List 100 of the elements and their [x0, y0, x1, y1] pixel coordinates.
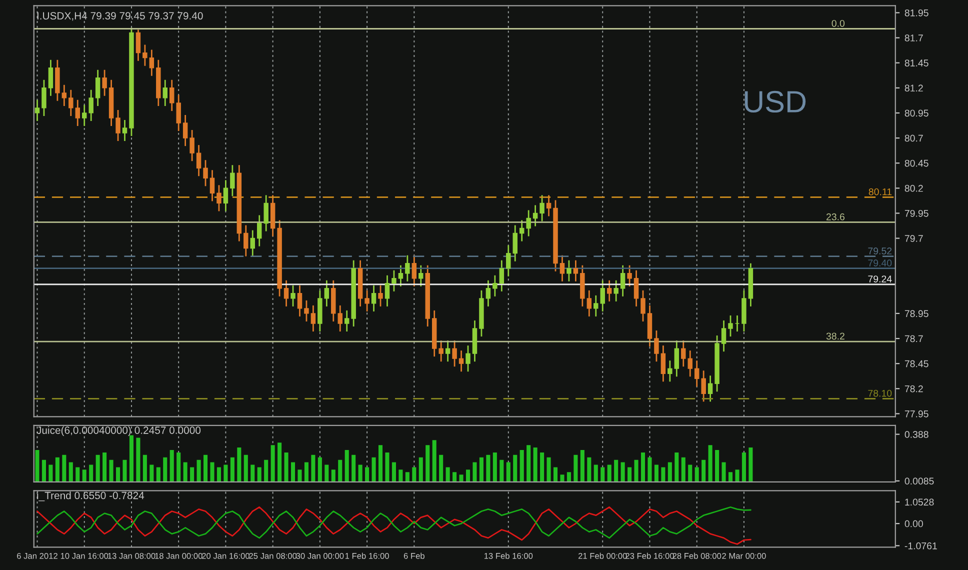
candlestick: [627, 264, 632, 288]
candlestick: [660, 344, 666, 382]
chart-title: Juice(6,0.00040000) 0.2457 0.0000: [36, 426, 201, 436]
bar: [385, 452, 390, 482]
y-tick-label: 81.95: [904, 9, 928, 16]
candlestick: [182, 114, 188, 147]
y-tick-label: 79.7: [904, 235, 923, 242]
bar: [472, 462, 477, 482]
bar: [203, 454, 208, 482]
candlestick: [512, 224, 518, 262]
candlestick: [62, 84, 67, 107]
candlestick: [284, 280, 289, 308]
bar: [533, 448, 538, 482]
bar: [244, 454, 248, 482]
text: I.USDX,H4 79.39 79.45 79.37 79.40: [37, 12, 203, 21]
candlestick: [445, 340, 450, 362]
ref-line-label: 79.40: [868, 260, 892, 266]
annotation: 23.6: [826, 213, 844, 220]
bar: [748, 448, 753, 482]
y-tick-label: 0.388: [904, 431, 928, 438]
chart-title: i_Trend 0.6550 -0.7824: [37, 492, 144, 502]
candlestick: [324, 280, 330, 308]
x-tick-label: 13 Jan 08:00: [108, 552, 156, 559]
y-tick-label: 78.95: [904, 310, 928, 318]
bar: [742, 452, 746, 482]
candlestick: [573, 260, 578, 282]
candlestick: [694, 360, 700, 388]
bar: [600, 467, 605, 482]
candlestick: [486, 280, 491, 308]
bar: [540, 452, 544, 482]
candlestick: [540, 194, 544, 222]
bar: [580, 450, 584, 482]
bar: [513, 454, 518, 482]
bar: [82, 470, 86, 482]
annotation: USD: [744, 90, 806, 113]
bar: [715, 450, 720, 482]
bar: [418, 457, 423, 482]
candlestick: [304, 300, 309, 322]
bar: [170, 450, 174, 482]
bar: [587, 457, 592, 482]
candlestick: [102, 69, 107, 97]
bar: [270, 445, 275, 482]
bar: [708, 445, 712, 482]
bar: [439, 454, 444, 482]
candlestick: [196, 144, 202, 177]
candlestick: [606, 280, 612, 302]
bar: [466, 470, 470, 482]
candlestick: [600, 280, 605, 312]
candlestick: [136, 29, 141, 62]
bar: [566, 472, 571, 482]
candlestick: [216, 184, 222, 212]
bar: [190, 467, 194, 482]
bar: [500, 460, 504, 482]
candlestick: [42, 79, 46, 117]
bar: [230, 457, 234, 482]
y-tick-label: 78.2: [904, 385, 923, 392]
bar: [628, 467, 632, 482]
candlestick: [256, 214, 262, 247]
candlestick: [654, 330, 659, 362]
candlestick: [728, 314, 733, 338]
bar: [735, 470, 740, 482]
bar: [426, 445, 430, 482]
bar: [42, 460, 46, 482]
bar: [237, 448, 242, 482]
bar: [68, 462, 73, 482]
bar: [76, 467, 80, 482]
x-tick-label: 30 Jan 00:00: [296, 552, 344, 559]
ref-line-label: 78.10: [868, 390, 892, 397]
bar: [102, 452, 107, 482]
bar: [620, 462, 625, 482]
bar: [176, 452, 181, 482]
candlestick: [701, 370, 706, 402]
ref-line-label: 79.52: [868, 248, 892, 254]
bar: [35, 450, 40, 482]
candlestick: [526, 210, 531, 237]
bar: [553, 467, 558, 482]
candlestick: [620, 264, 626, 298]
bar: [546, 457, 551, 482]
candlestick: [264, 194, 268, 232]
bar: [331, 470, 336, 482]
y-tick-label: 80.95: [904, 110, 928, 117]
bar: [392, 462, 396, 482]
candlestick: [506, 244, 511, 278]
bar: [338, 460, 342, 482]
bar: [728, 472, 733, 482]
bar: [344, 450, 349, 482]
bar: [574, 454, 578, 482]
bar: [492, 452, 497, 482]
y-tick-label: 80.2: [904, 184, 923, 192]
bar: [196, 460, 201, 482]
bar: [648, 457, 652, 482]
candlestick: [532, 204, 538, 227]
candlestick: [116, 109, 120, 142]
bar: [459, 474, 464, 482]
candlestick: [95, 69, 100, 107]
bar: [560, 474, 564, 482]
candlestick: [640, 290, 646, 322]
candlestick: [546, 194, 552, 217]
candlestick: [210, 169, 215, 202]
x-tick-label: 20 Jan 16:00: [202, 552, 250, 559]
